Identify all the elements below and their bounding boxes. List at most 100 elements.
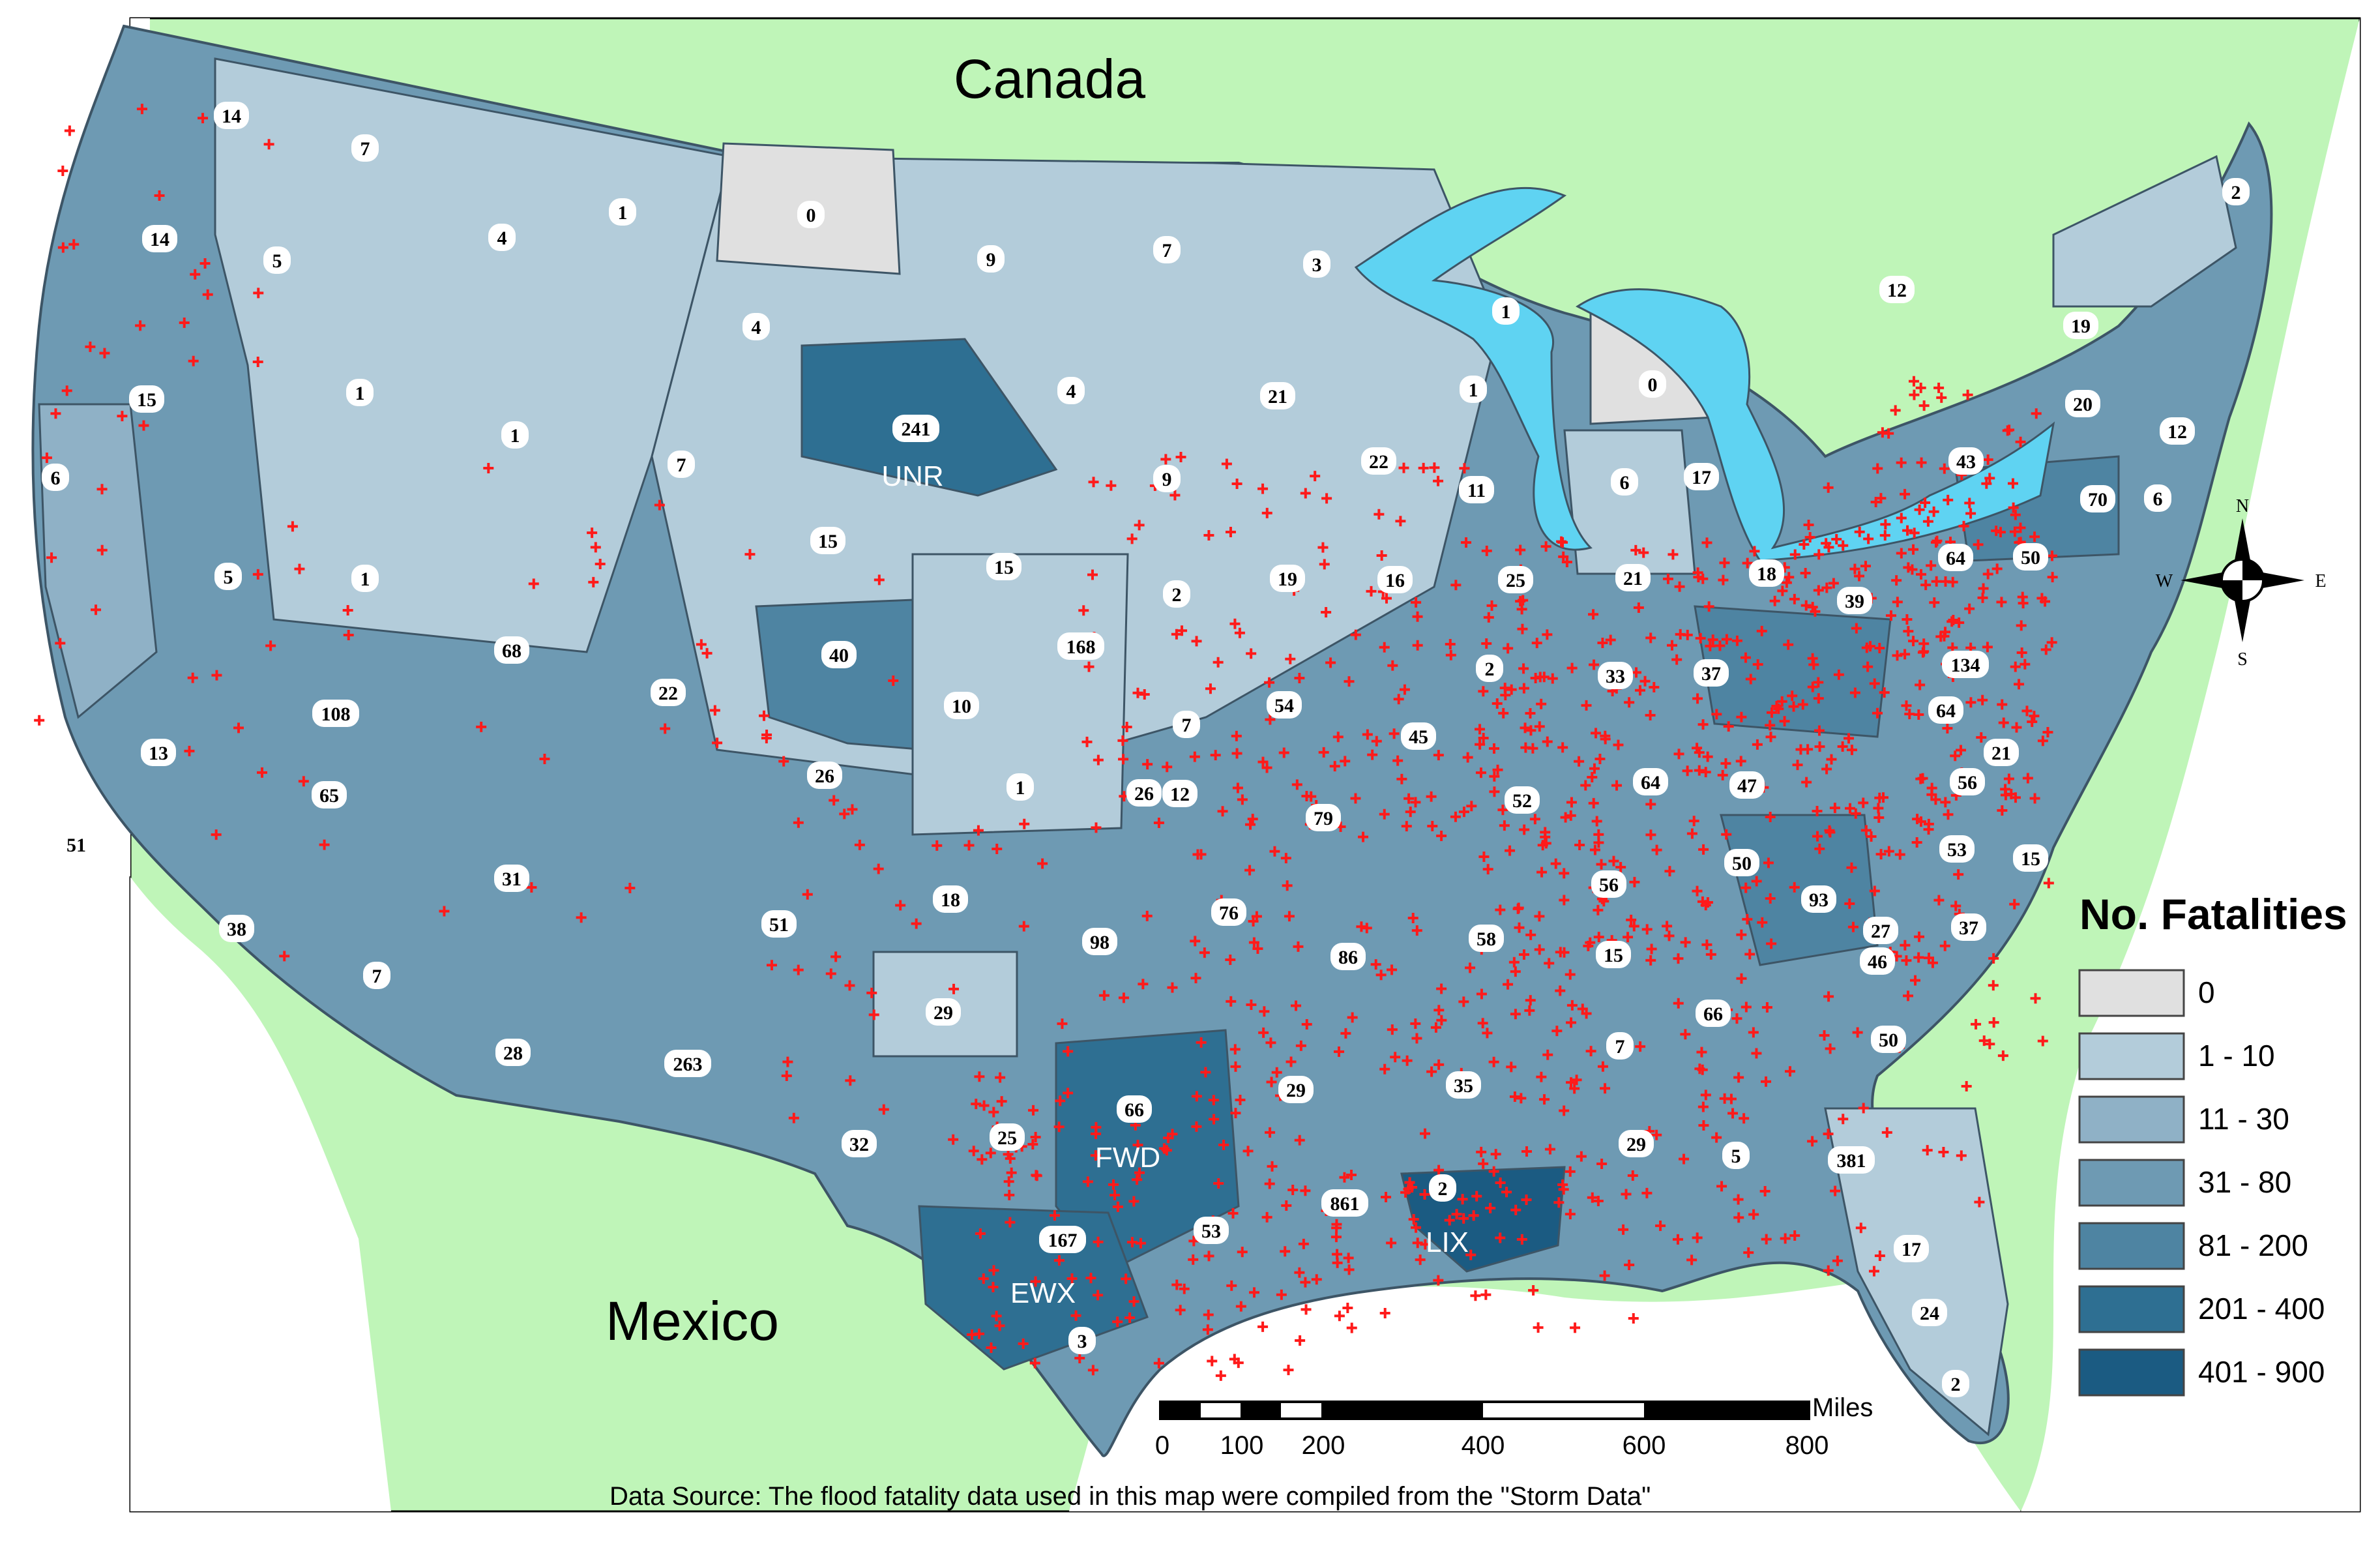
fatality-marker bbox=[988, 1106, 999, 1118]
svg-text:70: 70 bbox=[2088, 489, 2108, 511]
fatality-marker bbox=[298, 776, 309, 787]
fatality-marker bbox=[590, 542, 601, 553]
fatality-marker bbox=[1833, 669, 1844, 680]
svg-text:12: 12 bbox=[1887, 280, 1907, 301]
fatality-marker bbox=[1591, 728, 1602, 739]
fatality-marker bbox=[1126, 533, 1138, 544]
fatality-marker bbox=[1497, 805, 1508, 816]
fatality-marker bbox=[1694, 1063, 1705, 1075]
svg-text:0: 0 bbox=[806, 205, 816, 226]
svg-text:17: 17 bbox=[1692, 467, 1711, 488]
legend-swatch bbox=[2078, 1095, 2185, 1144]
fatality-marker bbox=[1611, 780, 1623, 791]
fatality-marker bbox=[1177, 625, 1188, 636]
fatality-marker bbox=[1826, 754, 1837, 765]
count-label: 1 bbox=[1006, 773, 1034, 801]
fatality-marker bbox=[2002, 425, 2013, 436]
fatality-marker bbox=[1971, 1018, 1982, 1030]
fatality-marker bbox=[1557, 537, 1568, 548]
fatality-marker bbox=[1903, 990, 1913, 1001]
fatality-marker bbox=[1752, 659, 1763, 670]
svg-text:86: 86 bbox=[1338, 947, 1358, 968]
fatality-marker bbox=[1742, 913, 1753, 925]
count-label: 0 bbox=[797, 201, 825, 228]
svg-text:21: 21 bbox=[1623, 568, 1643, 589]
fatality-marker bbox=[1849, 687, 1860, 698]
fatality-marker bbox=[1188, 1254, 1199, 1265]
fatality-marker bbox=[1217, 806, 1228, 817]
fatality-marker bbox=[1701, 537, 1712, 548]
fatality-marker bbox=[1538, 672, 1550, 683]
fatality-marker bbox=[1692, 693, 1703, 704]
fatality-marker bbox=[1821, 582, 1832, 593]
fatality-marker bbox=[46, 552, 57, 563]
fatality-marker bbox=[1623, 932, 1634, 943]
fatality-marker bbox=[868, 1009, 879, 1020]
legend-swatch bbox=[2078, 1032, 2185, 1080]
scale-bar: Miles 0 100 200 400 600 800 bbox=[1155, 1393, 1873, 1460]
svg-text:56: 56 bbox=[1958, 772, 1977, 793]
fatality-marker bbox=[1281, 1200, 1292, 1211]
fatality-marker bbox=[1237, 1247, 1248, 1258]
fatality-marker bbox=[660, 723, 671, 734]
fatality-marker bbox=[2017, 591, 2028, 602]
fatality-marker bbox=[1325, 657, 1336, 668]
count-label: 17 bbox=[1684, 463, 1719, 490]
region-florida-light bbox=[1824, 1107, 2009, 1436]
fatality-marker bbox=[1081, 736, 1093, 747]
fatality-marker bbox=[1232, 782, 1243, 793]
fatality-marker bbox=[1481, 545, 1492, 556]
fatality-marker bbox=[1381, 593, 1392, 604]
compass-n: N bbox=[2236, 496, 2249, 516]
fatality-marker bbox=[1943, 494, 1954, 505]
count-label: 51 bbox=[761, 910, 797, 938]
fatality-marker bbox=[1488, 1166, 1499, 1177]
svg-text:22: 22 bbox=[658, 683, 678, 704]
fatality-marker bbox=[1997, 699, 2008, 710]
fatality-marker bbox=[1844, 733, 1855, 744]
fatality-marker bbox=[1825, 1043, 1836, 1054]
fatality-marker bbox=[1291, 779, 1302, 790]
fatality-marker bbox=[1542, 1049, 1553, 1060]
fatality-marker bbox=[1366, 586, 1377, 597]
fatality-marker bbox=[1912, 814, 1923, 825]
count-label: 53 bbox=[1939, 835, 1975, 863]
count-label: 168 bbox=[1057, 632, 1104, 660]
fatality-marker bbox=[1988, 980, 1999, 991]
count-label: 7 bbox=[351, 134, 379, 162]
fatality-marker bbox=[1880, 519, 1891, 530]
count-label: 22 bbox=[1361, 447, 1396, 475]
fatality-marker bbox=[1503, 979, 1514, 990]
count-label: 10 bbox=[944, 692, 979, 719]
count-label: 5 bbox=[1722, 1142, 1750, 1169]
fatality-marker bbox=[1662, 921, 1673, 932]
fatality-marker bbox=[1160, 454, 1171, 465]
count-label: 7 bbox=[1153, 236, 1181, 263]
fatality-marker bbox=[1375, 970, 1387, 981]
fatality-marker bbox=[1420, 1239, 1431, 1250]
fatality-marker bbox=[1226, 996, 1237, 1007]
compass-e: E bbox=[2315, 571, 2326, 591]
svg-text:18: 18 bbox=[1757, 563, 1776, 585]
fatality-marker bbox=[1547, 673, 1558, 684]
fatality-marker bbox=[2030, 993, 2041, 1004]
fatality-marker bbox=[1433, 1059, 1445, 1070]
count-label: 33 bbox=[1598, 662, 1633, 689]
svg-text:46: 46 bbox=[1868, 951, 1887, 973]
fatality-marker bbox=[1813, 677, 1824, 688]
fatality-marker bbox=[1787, 690, 1798, 702]
legend-label: 201 - 400 bbox=[2198, 1292, 2325, 1326]
count-label: 50 bbox=[1724, 849, 1759, 876]
fatality-marker bbox=[1858, 797, 1869, 808]
fatality-marker bbox=[138, 420, 149, 431]
svg-text:66: 66 bbox=[1124, 1099, 1144, 1121]
svg-text:16: 16 bbox=[1385, 570, 1405, 591]
fatality-marker bbox=[1711, 1132, 1722, 1143]
fatality-marker bbox=[1066, 1273, 1078, 1284]
fatality-marker bbox=[319, 839, 330, 850]
fatality-marker bbox=[1245, 819, 1256, 830]
fatality-marker bbox=[1896, 548, 1907, 559]
svg-text:1: 1 bbox=[510, 425, 520, 447]
fatality-marker bbox=[1515, 544, 1526, 556]
fatality-marker bbox=[1525, 708, 1536, 719]
